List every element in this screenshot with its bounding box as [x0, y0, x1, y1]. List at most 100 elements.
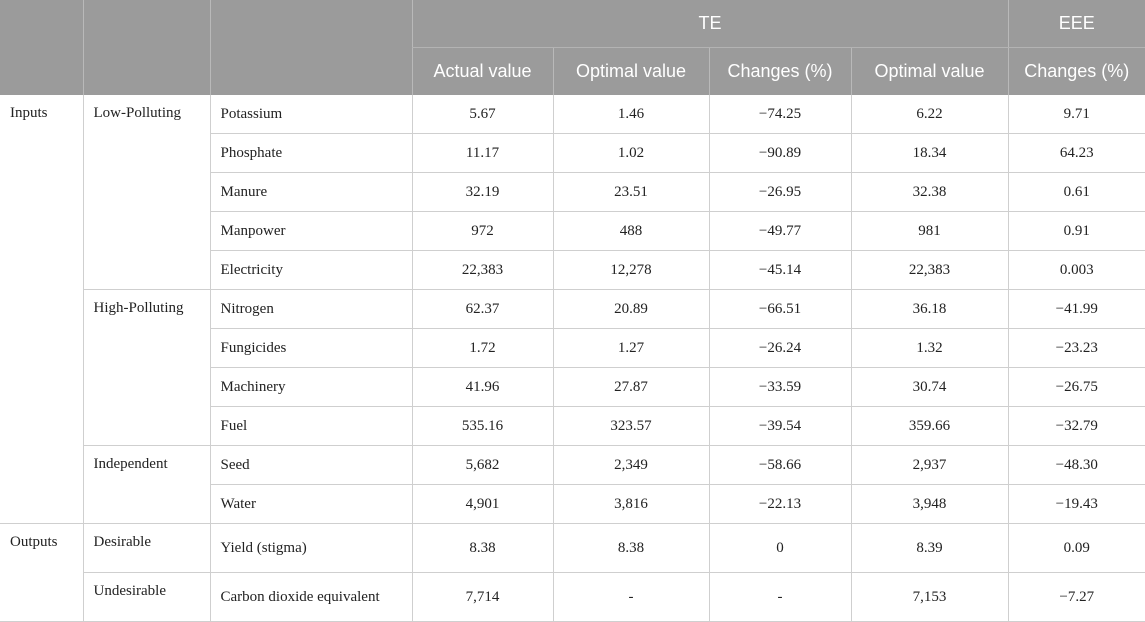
cell-eee-optimal-value: 1.32 — [850, 328, 1009, 368]
cell-actual-value: 5.67 — [411, 95, 553, 134]
cell-te-changes: −39.54 — [708, 406, 851, 446]
table-header: TE EEE Actual value Optimal value Change… — [0, 0, 1145, 95]
table-row: Fungicides 1.72 1.27 −26.24 1.32 −23.23 — [0, 328, 1145, 368]
cell-eee-optimal-value: 3,948 — [850, 484, 1009, 524]
cell-te-changes: −26.24 — [708, 328, 851, 368]
table-row: Outputs Desirable Yield (stigma) 8.38 8.… — [0, 523, 1145, 622]
cell-eee-changes: 0.91 — [1007, 211, 1145, 251]
row-label: Potassium — [209, 95, 412, 134]
cell-eee-changes: −19.43 — [1007, 484, 1145, 524]
cell-te-optimal-value: 1.46 — [552, 95, 709, 134]
cell-actual-value: 62.37 — [411, 289, 553, 329]
table-row: Manure 32.19 23.51 −26.95 32.38 0.61 — [0, 172, 1145, 212]
subgroup-desirable-cell: Desirable — [82, 523, 210, 573]
row-label: Electricity — [209, 250, 412, 290]
header-te-changes: Changes (%) — [708, 47, 851, 95]
table-row: Independent Seed 5,682 2,349 −58.66 2,93… — [0, 445, 1145, 524]
cell-eee-optimal-value: 36.18 — [850, 289, 1009, 329]
header-te-group: TE — [411, 0, 1009, 48]
header-empty-group — [0, 0, 83, 95]
row-label: Yield (stigma) — [209, 523, 412, 573]
row-label: Water — [209, 484, 412, 524]
subgroup-high-polluting-cell: High-Polluting — [82, 289, 210, 446]
cell-eee-changes: −26.75 — [1007, 367, 1145, 407]
cell-actual-value: 1.72 — [411, 328, 553, 368]
cell-actual-value: 972 — [411, 211, 553, 251]
cell-eee-optimal-value: 32.38 — [850, 172, 1009, 212]
cell-te-changes: - — [708, 572, 851, 622]
row-label: Seed — [209, 445, 412, 485]
cell-te-changes: 0 — [708, 523, 851, 573]
cell-te-changes: −66.51 — [708, 289, 851, 329]
table-row: Machinery 41.96 27.87 −33.59 30.74 −26.7… — [0, 367, 1145, 407]
header-empty-variable — [209, 0, 412, 95]
group-inputs-cell: Inputs — [0, 95, 83, 524]
table-row: High-Polluting Nitrogen 62.37 20.89 −66.… — [0, 289, 1145, 446]
cell-te-changes: −33.59 — [708, 367, 851, 407]
table-row: Fuel 535.16 323.57 −39.54 359.66 −32.79 — [0, 406, 1145, 446]
cell-te-optimal-value: 488 — [552, 211, 709, 251]
row-label: Manure — [209, 172, 412, 212]
cell-te-changes: −45.14 — [708, 250, 851, 290]
table-row: Water 4,901 3,816 −22.13 3,948 −19.43 — [0, 484, 1145, 524]
header-actual-value: Actual value — [411, 47, 553, 95]
cell-eee-optimal-value: 7,153 — [850, 572, 1009, 622]
cell-eee-changes: 9.71 — [1007, 95, 1145, 134]
subgroup-independent-cell: Independent — [82, 445, 210, 524]
cell-actual-value: 11.17 — [411, 133, 553, 173]
table-row: Manpower 972 488 −49.77 981 0.91 — [0, 211, 1145, 251]
cell-eee-optimal-value: 359.66 — [850, 406, 1009, 446]
group-outputs-cell: Outputs — [0, 523, 83, 622]
cell-eee-changes: −23.23 — [1007, 328, 1145, 368]
row-label: Fungicides — [209, 328, 412, 368]
cell-te-changes: −22.13 — [708, 484, 851, 524]
row-label: Manpower — [209, 211, 412, 251]
cell-te-changes: −49.77 — [708, 211, 851, 251]
subgroup-low-polluting-cell: Low-Polluting — [82, 95, 210, 290]
cell-actual-value: 41.96 — [411, 367, 553, 407]
cell-te-optimal-value: 12,278 — [552, 250, 709, 290]
cell-eee-changes: −32.79 — [1007, 406, 1145, 446]
table-body: Inputs Low-Polluting Potassium 5.67 1.46… — [0, 95, 1145, 622]
cell-eee-changes: −41.99 — [1007, 289, 1145, 329]
cell-te-optimal-value: 8.38 — [552, 523, 709, 573]
cell-te-optimal-value: 2,349 — [552, 445, 709, 485]
cell-te-optimal-value: 323.57 — [552, 406, 709, 446]
cell-actual-value: 22,383 — [411, 250, 553, 290]
cell-eee-optimal-value: 22,383 — [850, 250, 1009, 290]
header-eee-optimal-value: Optimal value — [850, 47, 1009, 95]
cell-te-optimal-value: 23.51 — [552, 172, 709, 212]
cell-eee-changes: −48.30 — [1007, 445, 1145, 485]
cell-te-optimal-value: 20.89 — [552, 289, 709, 329]
cell-eee-changes: 64.23 — [1007, 133, 1145, 173]
cell-te-changes: −26.95 — [708, 172, 851, 212]
cell-te-optimal-value: - — [552, 572, 709, 622]
cell-te-changes: −74.25 — [708, 95, 851, 134]
header-eee-group: EEE — [1007, 0, 1145, 48]
row-label: Carbon dioxide equivalent — [209, 572, 412, 622]
cell-actual-value: 8.38 — [411, 523, 553, 573]
table-row: Phosphate 11.17 1.02 −90.89 18.34 64.23 — [0, 133, 1145, 173]
cell-te-optimal-value: 1.02 — [552, 133, 709, 173]
cell-eee-optimal-value: 981 — [850, 211, 1009, 251]
table-row: Undesirable Carbon dioxide equivalent 7,… — [0, 572, 1145, 622]
row-label: Machinery — [209, 367, 412, 407]
cell-actual-value: 4,901 — [411, 484, 553, 524]
subgroup-undesirable-cell: Undesirable — [82, 572, 210, 622]
header-eee-changes: Changes (%) — [1007, 47, 1145, 95]
cell-eee-optimal-value: 30.74 — [850, 367, 1009, 407]
cell-te-changes: −58.66 — [708, 445, 851, 485]
cell-eee-changes: −7.27 — [1007, 572, 1145, 622]
cell-actual-value: 5,682 — [411, 445, 553, 485]
cell-actual-value: 535.16 — [411, 406, 553, 446]
table-row: Inputs Low-Polluting Potassium 5.67 1.46… — [0, 95, 1145, 524]
cell-eee-changes: 0.003 — [1007, 250, 1145, 290]
cell-eee-optimal-value: 2,937 — [850, 445, 1009, 485]
row-label: Fuel — [209, 406, 412, 446]
cell-te-optimal-value: 1.27 — [552, 328, 709, 368]
header-te-optimal-value: Optimal value — [552, 47, 709, 95]
cell-te-optimal-value: 27.87 — [552, 367, 709, 407]
cell-te-optimal-value: 3,816 — [552, 484, 709, 524]
cell-eee-optimal-value: 18.34 — [850, 133, 1009, 173]
